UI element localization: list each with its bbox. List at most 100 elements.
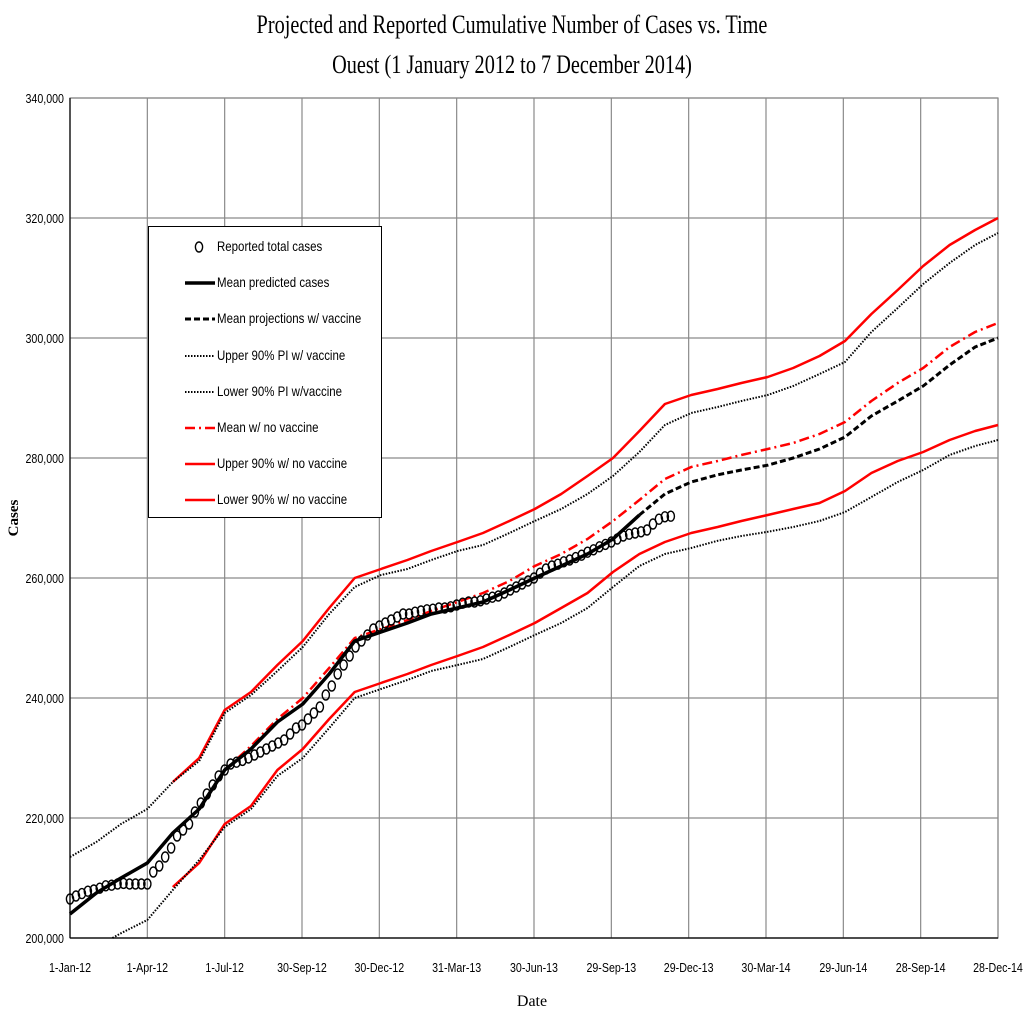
legend-swatch bbox=[185, 426, 215, 430]
reported-case-point bbox=[559, 556, 569, 568]
reported-case-point bbox=[184, 818, 194, 830]
series-layer bbox=[65, 216, 999, 939]
reported-case-point bbox=[636, 526, 646, 538]
legend-item: Mean predicted cases bbox=[149, 269, 383, 299]
reported-case-point bbox=[71, 890, 81, 902]
series-line-lower-90-w-no-vaccine bbox=[171, 423, 999, 888]
legend-marker bbox=[194, 241, 204, 253]
reported-case-point bbox=[303, 713, 313, 725]
reported-case-point bbox=[547, 560, 557, 572]
reported-case-point bbox=[642, 524, 652, 536]
legend: Reported total cases Mean predicted cases… bbox=[148, 226, 382, 518]
reported-case-point bbox=[398, 608, 408, 620]
reported-case-point bbox=[137, 878, 146, 890]
reported-case-point bbox=[220, 764, 229, 776]
reported-case-point bbox=[404, 608, 414, 620]
reported-case-point bbox=[125, 878, 134, 890]
x-tick-label: 28-Sep-14 bbox=[896, 960, 946, 975]
reported-case-point bbox=[565, 554, 574, 566]
reported-case-point bbox=[660, 511, 670, 523]
reported-case-point bbox=[428, 603, 438, 615]
x-axis-label: Date bbox=[517, 993, 547, 1010]
series-line-mean-predicted-cases bbox=[68, 513, 641, 916]
reported-case-point bbox=[154, 860, 164, 872]
reported-case-point bbox=[285, 728, 295, 740]
chart-title: Projected and Reported Cumulative Number… bbox=[256, 10, 768, 39]
x-tick-label: 30-Mar-14 bbox=[741, 960, 790, 975]
legend-label: Lower 90% w/ no vaccine bbox=[217, 491, 348, 508]
reported-case-point bbox=[583, 546, 592, 558]
y-tick-label: 200,000 bbox=[25, 931, 64, 946]
reported-case-point bbox=[202, 788, 212, 800]
reported-case-point bbox=[470, 596, 479, 608]
y-tick-label: 280,000 bbox=[25, 451, 64, 466]
legend-swatch bbox=[185, 317, 215, 321]
y-tick-label: 220,000 bbox=[25, 811, 64, 826]
legend-item: Upper 90% w/ no vaccine bbox=[149, 450, 383, 480]
reported-case-point bbox=[101, 880, 110, 892]
reported-case-point bbox=[458, 597, 467, 609]
reported-case-point bbox=[226, 758, 235, 770]
reported-case-point bbox=[119, 877, 128, 890]
series-line-upper-90-pi-w-vaccine bbox=[69, 232, 999, 858]
reported-case-point bbox=[624, 528, 634, 540]
series-reported-total-cases bbox=[65, 510, 676, 905]
reported-case-point bbox=[345, 650, 354, 662]
reported-case-point bbox=[601, 538, 610, 551]
reported-case-point bbox=[422, 604, 432, 616]
reported-case-point bbox=[595, 541, 604, 553]
reported-case-point bbox=[315, 701, 325, 713]
reported-case-point bbox=[351, 641, 360, 653]
reported-case-point bbox=[452, 599, 461, 611]
reported-case-point bbox=[553, 558, 563, 570]
axes: 200,000 220,000 240,000 260,000 280,000 300,0… bbox=[25, 91, 1023, 975]
reported-case-point bbox=[327, 680, 337, 692]
x-tick-label: 28-Dec-14 bbox=[973, 960, 1023, 975]
chart-subtitle: Ouest (1 January 2012 to 7 December 2014… bbox=[332, 50, 692, 79]
reported-case-point bbox=[440, 602, 450, 614]
series-line-mean-w-no-vaccine bbox=[171, 321, 999, 834]
y-tick-label: 320,000 bbox=[25, 211, 64, 226]
reported-case-point bbox=[464, 596, 473, 608]
reported-case-point bbox=[321, 689, 331, 701]
legend-label: Lower 90% PI w/vaccine bbox=[217, 382, 343, 399]
reported-case-point bbox=[618, 530, 628, 542]
x-tick-label: 1-Jul-12 bbox=[205, 960, 243, 975]
reported-case-point bbox=[363, 629, 372, 641]
grid bbox=[69, 97, 999, 939]
x-tick-label: 29-Jun-14 bbox=[819, 960, 867, 975]
legend-item: Mean projections w/ vaccine bbox=[149, 305, 383, 335]
series-line-upper-90-w-no-vaccine bbox=[171, 216, 999, 783]
legend-item: Lower 90% PI w/vaccine bbox=[149, 378, 383, 408]
reported-case-point bbox=[83, 885, 93, 897]
y-tick-label: 260,000 bbox=[25, 571, 64, 586]
reported-case-point bbox=[166, 842, 176, 854]
reported-case-point bbox=[77, 887, 87, 900]
reported-case-point bbox=[196, 797, 206, 809]
y-tick-label: 340,000 bbox=[25, 91, 64, 106]
reported-case-point bbox=[339, 659, 348, 671]
y-tick-label: 240,000 bbox=[25, 691, 64, 706]
reported-case-point bbox=[131, 878, 140, 890]
legend-swatch bbox=[185, 354, 215, 357]
reported-case-point bbox=[279, 734, 289, 746]
legend-swatch bbox=[185, 499, 215, 502]
legend-swatch bbox=[194, 241, 204, 253]
legend-item: Upper 90% PI w/ vaccine bbox=[149, 342, 383, 372]
reported-case-point bbox=[208, 779, 218, 791]
reported-case-point bbox=[238, 754, 247, 767]
x-tick-label: 1-Jan-12 bbox=[49, 960, 91, 975]
reported-case-point bbox=[232, 756, 241, 768]
x-tick-label: 30-Sep-12 bbox=[277, 960, 327, 975]
x-tick-label: 1-Apr-12 bbox=[127, 960, 168, 975]
reported-case-point bbox=[482, 593, 491, 605]
reported-case-point bbox=[333, 668, 342, 680]
reported-case-point bbox=[107, 879, 116, 891]
reported-case-point bbox=[416, 605, 426, 617]
x-tick-label: 30-Jun-13 bbox=[510, 960, 558, 975]
reported-case-point bbox=[488, 591, 497, 603]
legend-label: Mean projections w/ vaccine bbox=[217, 310, 362, 327]
reported-case-point bbox=[113, 878, 122, 890]
reported-case-point bbox=[297, 719, 307, 731]
reported-case-point bbox=[410, 606, 420, 618]
